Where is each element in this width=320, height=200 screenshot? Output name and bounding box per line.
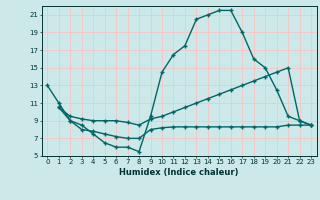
X-axis label: Humidex (Indice chaleur): Humidex (Indice chaleur) bbox=[119, 168, 239, 177]
